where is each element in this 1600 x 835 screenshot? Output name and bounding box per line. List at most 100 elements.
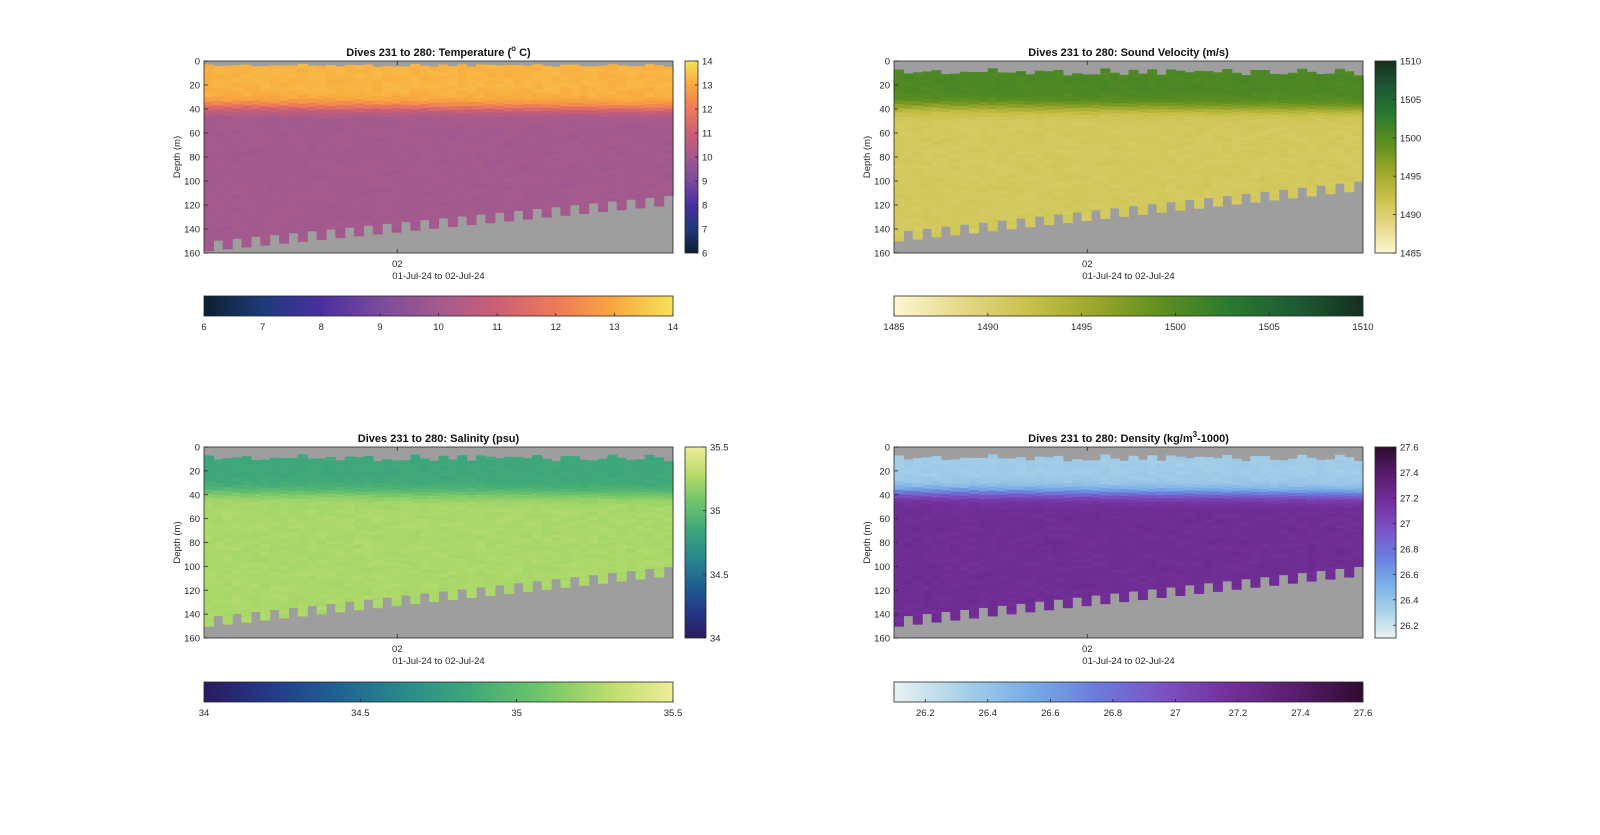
heatmap-cell: [1138, 190, 1148, 194]
heatmap-cell: [223, 221, 233, 226]
heatmap-cell: [988, 105, 998, 110]
heatmap-cell: [969, 104, 979, 109]
heatmap-cell: [997, 80, 1007, 84]
heatmap-cell: [1063, 215, 1073, 219]
heatmap-cell: [654, 72, 664, 76]
heatmap-cell: [298, 117, 308, 122]
heatmap-cell: [960, 201, 970, 205]
heatmap-cell: [345, 522, 355, 526]
heatmap-cell: [242, 473, 252, 478]
heatmap-cell: [1119, 160, 1129, 164]
heatmap-cell: [326, 501, 336, 505]
heatmap-cell: [317, 470, 327, 474]
heatmap-cell: [894, 112, 904, 117]
heatmap-cell: [570, 180, 580, 184]
heatmap-cell: [223, 244, 233, 249]
heatmap-cell: [204, 97, 214, 102]
heatmap-cell: [542, 206, 552, 210]
heatmap-cell: [617, 177, 627, 181]
heatmap-cell: [204, 464, 214, 469]
heatmap-cell: [279, 123, 289, 128]
heatmap-cell: [1213, 156, 1223, 160]
heatmap-cell: [1025, 189, 1035, 193]
heatmap-cell: [307, 528, 317, 532]
heatmap-cell: [523, 192, 533, 196]
heatmap-cell: [270, 534, 280, 538]
heatmap-cell: [476, 207, 486, 211]
heatmap-cell: [242, 238, 252, 243]
heatmap-cell: [298, 608, 308, 613]
heatmap-cell: [298, 531, 308, 536]
heatmap-cell: [579, 140, 589, 144]
heatmap-cell: [392, 533, 402, 537]
heatmap-cell: [570, 68, 580, 72]
heatmap-cell: [598, 190, 608, 194]
heatmap-cell: [1007, 96, 1017, 101]
heatmap-cell: [317, 513, 327, 517]
heatmap-cell: [922, 177, 932, 182]
heatmap-cell: [617, 98, 627, 102]
colorbar-tick-label: 1500: [1165, 322, 1186, 333]
heatmap-cell: [260, 111, 270, 116]
heatmap-cell: [903, 211, 913, 216]
heatmap-cell: [232, 113, 242, 118]
heatmap-cell: [335, 92, 345, 97]
heatmap-cell: [1053, 135, 1063, 139]
heatmap-cell: [1138, 211, 1148, 215]
heatmap-cell: [373, 138, 383, 143]
heatmap-cell: [335, 83, 345, 88]
heatmap-cell: [392, 562, 402, 566]
heatmap-cell: [551, 175, 561, 179]
heatmap-cell: [448, 106, 458, 111]
heatmap-cell: [1119, 213, 1129, 217]
heatmap-cell: [213, 604, 223, 609]
heatmap-cell: [932, 141, 942, 146]
heatmap-cell: [1129, 202, 1139, 206]
heatmap-cell: [532, 86, 542, 90]
heatmap-cell: [997, 95, 1007, 99]
heatmap-cell: [932, 224, 942, 229]
heatmap-cell: [579, 103, 589, 107]
heatmap-cell: [213, 475, 223, 480]
heatmap-cell: [476, 91, 486, 95]
heatmap-cell: [288, 585, 298, 589]
heatmap-cell: [298, 535, 308, 540]
heatmap-cell: [903, 121, 913, 126]
heatmap-cell: [1063, 197, 1073, 201]
heatmap-cell: [476, 94, 486, 98]
heatmap-cell: [232, 465, 242, 470]
heatmap-cell: [401, 206, 411, 210]
heatmap-cell: [288, 70, 298, 75]
heatmap-cell: [969, 140, 979, 145]
heatmap-cell: [1044, 148, 1054, 152]
heatmap-cell: [1119, 128, 1129, 132]
heatmap-cell: [279, 458, 289, 463]
heatmap-cell: [950, 215, 960, 220]
heatmap-cell: [988, 219, 998, 224]
heatmap-cell: [1213, 82, 1223, 86]
heatmap-cell: [242, 618, 252, 623]
heatmap-cell: [1053, 81, 1063, 85]
heatmap-cell: [307, 115, 317, 120]
heatmap-cell: [1016, 130, 1026, 134]
heatmap-cell: [354, 125, 364, 130]
heatmap-cell: [242, 115, 252, 120]
heatmap-cell: [1053, 174, 1063, 178]
heatmap-cell: [392, 598, 402, 602]
heatmap-cell: [251, 164, 261, 169]
heatmap-cell: [232, 559, 242, 564]
colorbar-tick-label: 14: [668, 322, 679, 333]
heatmap-cell: [589, 182, 599, 186]
heatmap-cell: [382, 93, 392, 98]
heatmap-cell: [514, 105, 524, 109]
heatmap-cell: [232, 134, 242, 139]
heatmap-cell: [232, 165, 242, 170]
heatmap-cell: [978, 158, 988, 162]
heatmap-cell: [326, 65, 336, 70]
heatmap-cell: [542, 66, 552, 70]
heatmap-cell: [242, 65, 252, 70]
heatmap-cell: [307, 543, 317, 547]
heatmap-cell: [363, 553, 373, 557]
heatmap-cell: [1119, 124, 1129, 128]
heatmap-cell: [363, 556, 373, 560]
